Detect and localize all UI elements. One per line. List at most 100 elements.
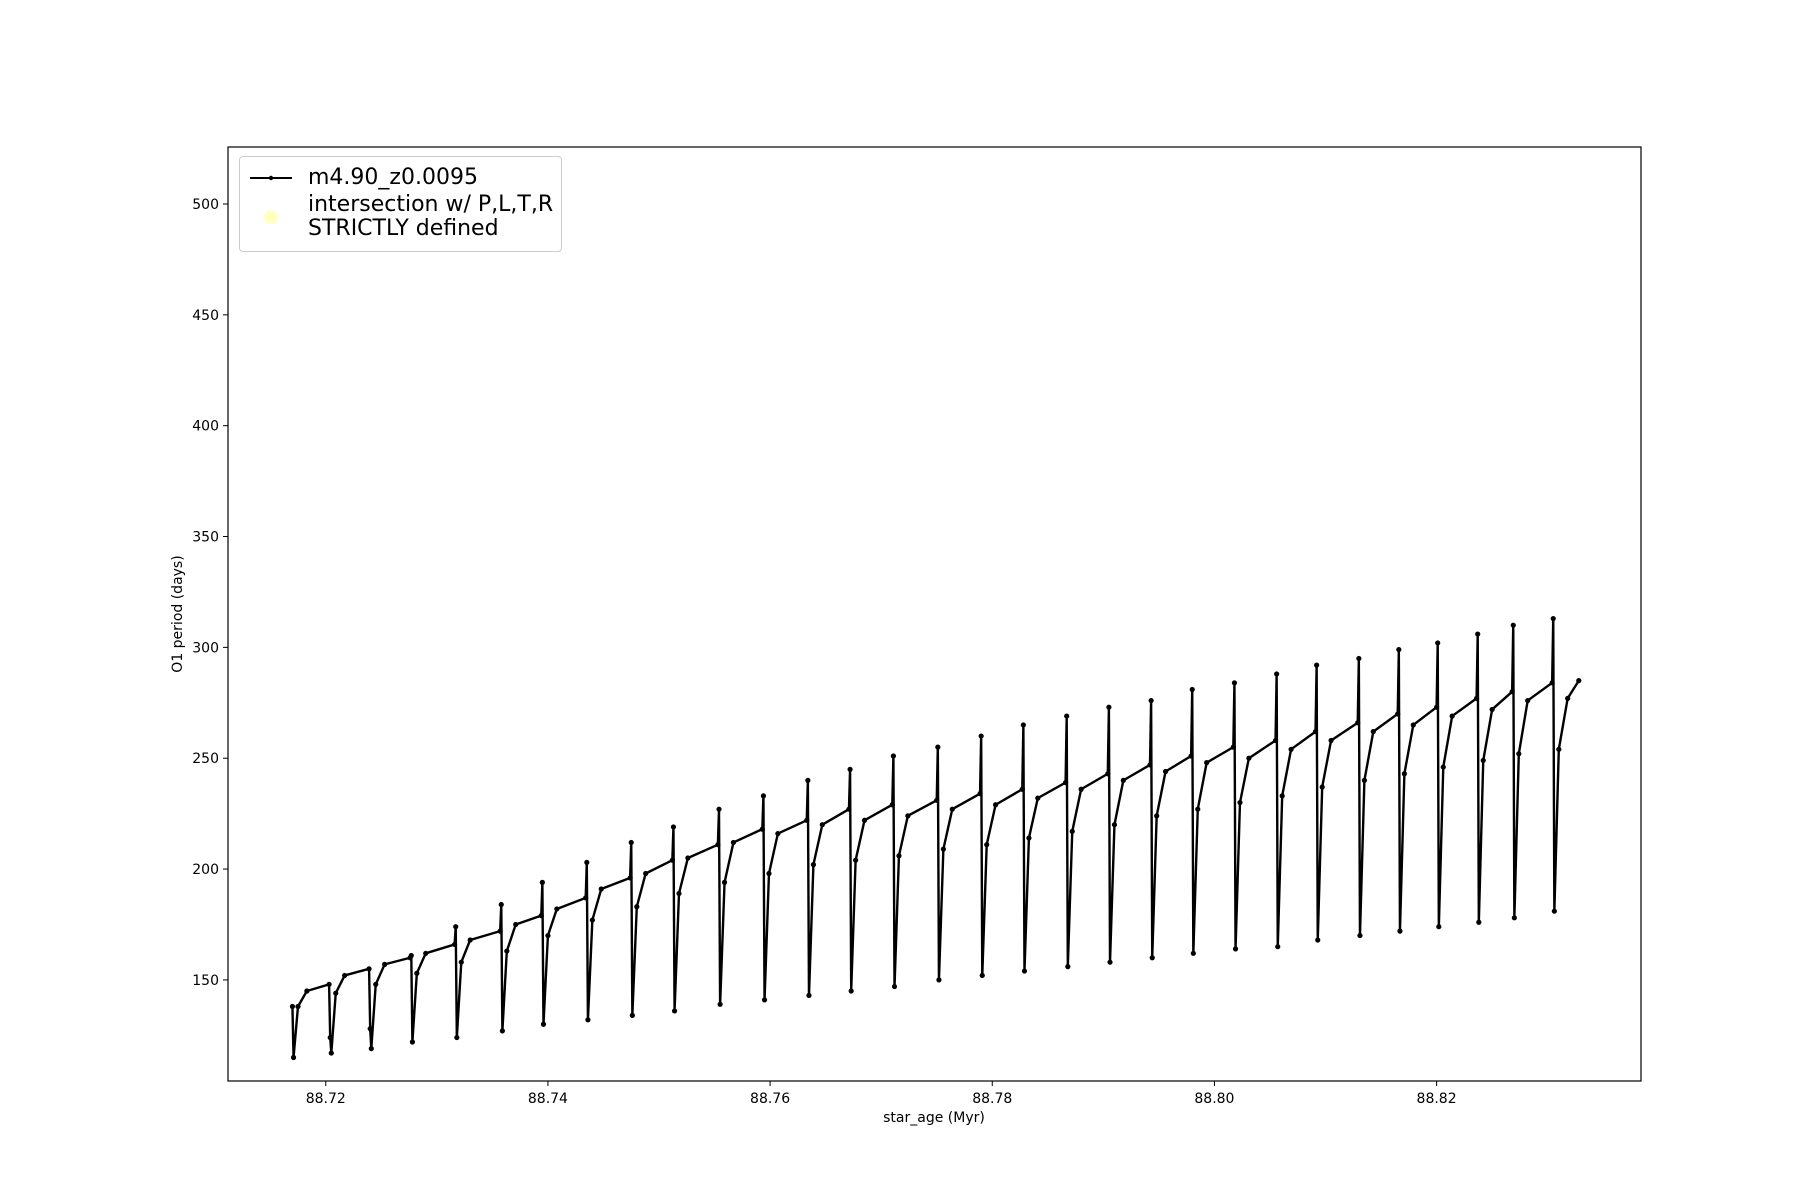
point-marker [1154, 813, 1160, 819]
point-marker [629, 1012, 635, 1018]
point-marker [861, 817, 868, 823]
point-marker [1274, 671, 1280, 677]
point-marker [1120, 777, 1126, 783]
point-marker [1516, 751, 1522, 757]
point-marker [1107, 959, 1113, 965]
legend-label: m4.90_z0.0095 [308, 165, 478, 190]
point-marker [327, 1034, 333, 1041]
x-axis-label: star_age (Myr) [883, 1110, 985, 1126]
point-marker [409, 1039, 416, 1045]
point-marker [1397, 928, 1403, 934]
point-marker [333, 990, 339, 996]
point-marker [1188, 753, 1194, 759]
point-marker [1062, 779, 1069, 786]
point-marker [979, 972, 985, 979]
point-marker [513, 921, 519, 928]
point-marker [367, 1026, 373, 1032]
legend-marker [268, 175, 274, 181]
point-marker [554, 906, 560, 912]
point-marker [846, 806, 852, 812]
point-marker [1147, 762, 1153, 768]
point-marker [1288, 746, 1294, 752]
legend-label: intersection w/ P,L,T,R STRICTLY defined [308, 192, 554, 241]
point-marker [1105, 771, 1111, 777]
point-marker [1279, 793, 1285, 799]
point-marker [1319, 784, 1325, 790]
point-marker [583, 895, 589, 901]
point-marker [766, 870, 772, 877]
point-marker [627, 875, 633, 881]
point-marker [290, 1054, 297, 1061]
y-tick-label: 450 [192, 308, 219, 324]
x-tick-label: 88.72 [306, 1091, 346, 1107]
point-marker [538, 913, 544, 919]
point-marker [1436, 924, 1442, 930]
point-marker [1312, 729, 1319, 735]
point-marker [585, 1017, 591, 1023]
point-marker [935, 744, 941, 750]
point-marker [721, 879, 728, 885]
point-marker [730, 839, 737, 846]
y-tick-label: 300 [192, 640, 219, 656]
point-marker [1232, 946, 1239, 952]
point-marker [669, 857, 675, 863]
point-marker [1550, 615, 1556, 622]
point-marker [1434, 704, 1440, 710]
x-tick-label: 88.74 [528, 1091, 568, 1107]
point-marker [1190, 950, 1196, 956]
point-marker [1026, 835, 1032, 841]
x-tick-label: 88.76 [750, 1091, 790, 1107]
point-marker [467, 937, 473, 943]
point-marker [497, 928, 503, 934]
point-marker [289, 1003, 296, 1010]
point-marker [717, 1001, 723, 1007]
y-tick-label: 400 [192, 419, 219, 435]
legend-symbol [264, 210, 278, 224]
point-marker [819, 822, 825, 828]
point-marker [342, 972, 348, 979]
point-marker [1246, 755, 1252, 761]
point-marker [761, 997, 768, 1003]
point-marker [1475, 631, 1481, 637]
point-marker [540, 1021, 547, 1027]
legend-entry: m4.90_z0.0095 [248, 165, 553, 191]
point-marker [891, 983, 898, 990]
point-marker [1035, 795, 1041, 801]
point-marker [847, 766, 853, 772]
series-line [291, 617, 1580, 1059]
point-marker [1111, 822, 1118, 828]
point-marker [295, 1003, 301, 1010]
axes-frame [227, 146, 1642, 1082]
point-marker [1565, 695, 1571, 701]
point-marker [1237, 799, 1243, 806]
point-marker [934, 797, 940, 803]
point-marker [889, 802, 895, 808]
point-marker [760, 793, 767, 799]
point-marker [949, 806, 955, 812]
point-marker [1230, 744, 1236, 750]
legend-marker [264, 210, 278, 224]
point-marker [1511, 915, 1517, 921]
point-marker [1473, 695, 1480, 701]
point-marker [848, 988, 854, 994]
point-marker [539, 879, 545, 885]
point-marker [905, 813, 911, 819]
point-marker [408, 952, 414, 959]
point-marker [1551, 908, 1557, 914]
point-marker [804, 817, 810, 823]
point-marker [452, 941, 458, 948]
legend-symbol [250, 175, 292, 181]
point-marker [1195, 806, 1201, 812]
point-marker [1410, 722, 1416, 728]
point-marker [671, 1008, 678, 1014]
point-marker [1069, 828, 1075, 834]
point-marker [499, 1028, 505, 1034]
point-marker [1489, 706, 1495, 713]
point-marker [977, 791, 983, 797]
y-tick-label: 200 [192, 862, 219, 878]
point-marker [1440, 764, 1446, 770]
point-marker [1396, 646, 1402, 653]
point-marker [1395, 711, 1401, 717]
point-marker [1355, 720, 1361, 726]
